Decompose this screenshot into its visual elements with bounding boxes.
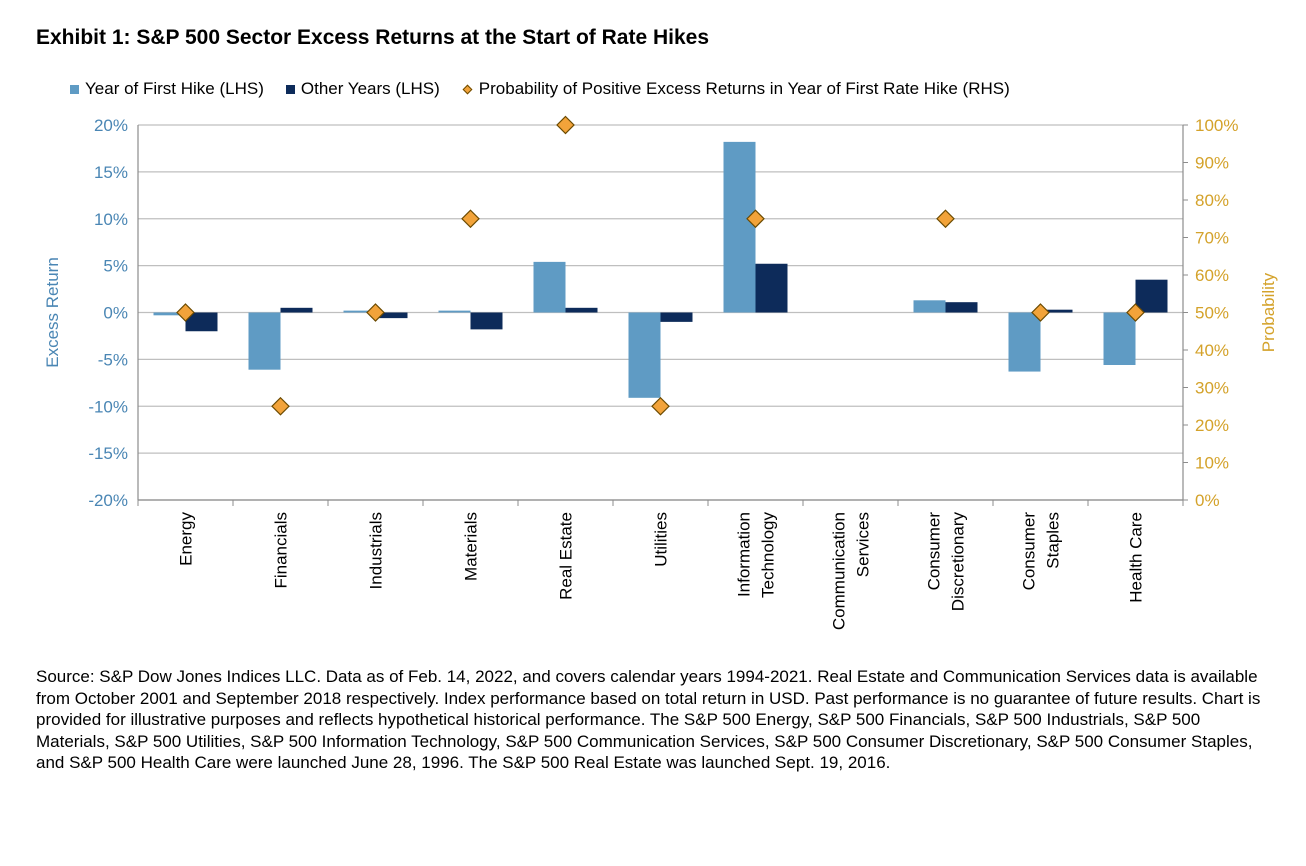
marker-series3 — [176, 303, 195, 322]
x-tick-label-line: Consumer — [1020, 512, 1039, 591]
x-tick-label: Industrials — [367, 512, 386, 589]
bar-series2 — [755, 263, 788, 313]
y-left-tick-label: 10% — [94, 210, 128, 229]
bar-series1 — [913, 300, 946, 313]
x-tick-label-line: Communication — [830, 512, 849, 630]
chart-area: 20% 15% 10% 5% 0% -5% -10% -15% -20% 100% 90% 80% 70… — [43, 115, 1278, 630]
bar-series1 — [723, 141, 756, 313]
chart-legend: Year of First Hike (LHS) Other Years (LH… — [70, 78, 1010, 100]
bar-series2 — [375, 312, 408, 319]
bar-series2 — [945, 302, 978, 313]
x-tick-label-line: Discretionary — [949, 512, 968, 612]
bar-series2 — [1135, 279, 1168, 313]
x-tick-label: Health Care — [1127, 512, 1146, 603]
bar-series1 — [438, 310, 471, 313]
x-tick-label-line: Health Care — [1127, 512, 1146, 603]
y-right-tick-label: 30% — [1195, 379, 1229, 398]
y-left-tick-label: 20% — [94, 116, 128, 135]
x-tick-label-line: Services — [854, 512, 873, 577]
bar-series2 — [565, 307, 598, 313]
y-right-tick-label: 50% — [1195, 304, 1229, 323]
bar-series2 — [185, 312, 218, 332]
y-left-tick-label: -5% — [98, 350, 128, 369]
y-left-tick-label: -15% — [88, 444, 128, 463]
x-tick-label: Materials — [462, 512, 481, 581]
marker-series3 — [1031, 303, 1050, 322]
bar-series1 — [1103, 312, 1136, 365]
marker-series3 — [936, 209, 955, 229]
legend-item-series3: Probability of Positive Excess Returns i… — [462, 79, 1010, 99]
y-right-tick-label: 60% — [1195, 266, 1229, 285]
legend-item-series1: Year of First Hike (LHS) — [70, 79, 264, 99]
bar-series1 — [628, 312, 661, 398]
bar-series2 — [470, 312, 503, 330]
y-right-tick-label: 80% — [1195, 191, 1229, 210]
source-note: Source: S&P Dow Jones Indices LLC. Data … — [36, 667, 1261, 772]
y-left-axis-title: Excess Return — [43, 257, 62, 368]
x-tick-label: Real Estate — [557, 512, 576, 600]
bar-series2 — [1040, 309, 1073, 313]
y-right-axis-title: Probability — [1259, 272, 1278, 352]
y-left-tick-label: 15% — [94, 163, 128, 182]
bar-series1 — [248, 312, 281, 370]
x-tick-label-line: Technology — [759, 512, 778, 599]
y-left-tick-label: -20% — [88, 491, 128, 510]
x-tick-label-line: Energy — [177, 512, 196, 566]
x-tick-label-line: Information — [735, 512, 754, 597]
legend-label-series1: Year of First Hike (LHS) — [85, 79, 264, 98]
x-tick-label: Financials — [272, 512, 291, 589]
x-tick-label: Utilities — [652, 512, 671, 567]
y-left-tick-label: 0% — [103, 304, 128, 323]
legend-item-series2: Other Years (LHS) — [285, 79, 440, 99]
y-right-tick-label: 70% — [1195, 229, 1229, 248]
y-right-tick-label: 20% — [1195, 416, 1229, 435]
y-right-tick-label: 40% — [1195, 341, 1229, 360]
x-tick-label: Consumer Staples — [1020, 512, 1063, 591]
legend-swatch-series1 — [70, 84, 79, 94]
marker-series3 — [271, 396, 290, 416]
marker-series3 — [1126, 303, 1145, 322]
chart-title: Exhibit 1: S&P 500 Sector Excess Returns… — [36, 26, 710, 49]
x-tick-label: Energy — [177, 512, 196, 566]
x-tick-label-line: Financials — [272, 512, 291, 589]
legend-label-series2: Other Years (LHS) — [300, 79, 440, 98]
x-tick-label: Information Technology — [735, 512, 778, 599]
y-left-tick-label: 5% — [103, 257, 128, 276]
marker-series3 — [366, 303, 385, 322]
marker-series3 — [746, 209, 765, 229]
x-tick-label-line: Industrials — [367, 512, 386, 589]
x-tick-label-line: Materials — [462, 512, 481, 581]
marker-series3 — [651, 396, 670, 416]
marker-series3 — [556, 115, 575, 135]
x-tick-label-line: Staples — [1044, 512, 1063, 569]
y-right-tick-label: 0% — [1195, 491, 1220, 510]
y-right-tick-label: 90% — [1195, 154, 1229, 173]
bar-series1 — [533, 261, 566, 313]
bar-series2 — [660, 312, 693, 322]
legend-swatch-series2 — [285, 84, 295, 94]
y-right-tick-label: 10% — [1195, 454, 1229, 473]
bar-series1 — [153, 312, 186, 316]
x-tick-label-line: Consumer — [925, 512, 944, 591]
x-tick-label: Consumer Discretionary — [925, 512, 968, 612]
marker-series3 — [461, 209, 480, 229]
bar-series1 — [1008, 312, 1041, 372]
x-tick-label-line: Utilities — [652, 512, 671, 567]
y-left-tick-label: -10% — [88, 397, 128, 416]
bar-series2 — [280, 307, 313, 313]
y-right-tick-label: 100% — [1195, 116, 1238, 135]
x-tick-label: Communication Services — [830, 512, 873, 630]
x-tick-label-line: Real Estate — [557, 512, 576, 600]
bar-series1 — [343, 310, 376, 313]
legend-label-series3: Probability of Positive Excess Returns i… — [478, 79, 1010, 98]
